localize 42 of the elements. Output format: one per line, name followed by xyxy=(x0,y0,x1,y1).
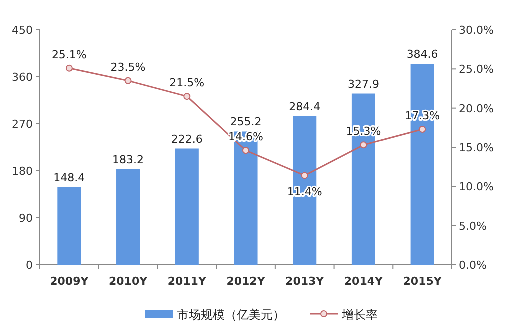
legend-label: 增长率 xyxy=(341,308,378,322)
point xyxy=(242,147,250,154)
data-label: 183.2 xyxy=(112,153,144,166)
data-label: 327.9 xyxy=(348,78,380,91)
point xyxy=(360,142,368,149)
y2-tick-label: 10.0% xyxy=(459,180,494,194)
data-label: 148.4 xyxy=(54,172,86,184)
y-tick-label: 0 xyxy=(26,259,33,272)
y2-tick-label: 25.0% xyxy=(459,63,494,76)
x-tick-label: 2011Y xyxy=(168,275,208,288)
data-label: 255.2 xyxy=(230,116,262,129)
y-tick-label: 270 xyxy=(12,118,33,131)
data-label: 384.6 xyxy=(406,48,438,62)
point xyxy=(419,126,426,133)
bar xyxy=(116,169,140,265)
data-label: 284.4 xyxy=(289,100,321,114)
data-label: 21.5% xyxy=(170,76,205,90)
y2-tick-label: 15.0% xyxy=(459,142,494,154)
point xyxy=(124,77,132,84)
x-tick-label: 2012Y xyxy=(226,275,266,288)
y2-tick-label: 20.0% xyxy=(459,102,494,116)
y2-tick-label: 5.0% xyxy=(459,220,487,233)
x-tick-label: 2013Y xyxy=(286,275,326,288)
data-label: 25.1% xyxy=(52,48,87,62)
point xyxy=(301,172,308,180)
x-tick-label: 2010Y xyxy=(108,275,149,288)
y2-tick-label: 0.0% xyxy=(459,259,487,272)
y-tick-label: 450 xyxy=(12,24,33,37)
y-tick-label: 90 xyxy=(19,212,33,225)
point xyxy=(184,93,191,100)
y-tick-label: 360 xyxy=(12,71,33,84)
bar xyxy=(58,188,82,265)
y-tick-label: 180 xyxy=(12,165,33,178)
data-label: 222.6 xyxy=(171,132,203,146)
y2-tick-label: 30.0% xyxy=(459,24,494,37)
x-tick-label: 2014Y xyxy=(344,275,384,288)
x-tick-label: 2009Y xyxy=(50,275,90,288)
bar xyxy=(175,148,199,265)
legend-label: 市场规模（亿美元） xyxy=(177,308,285,322)
x-tick-label: 2015Y xyxy=(403,275,443,288)
point xyxy=(66,64,73,72)
data-label: 23.5% xyxy=(110,60,146,74)
